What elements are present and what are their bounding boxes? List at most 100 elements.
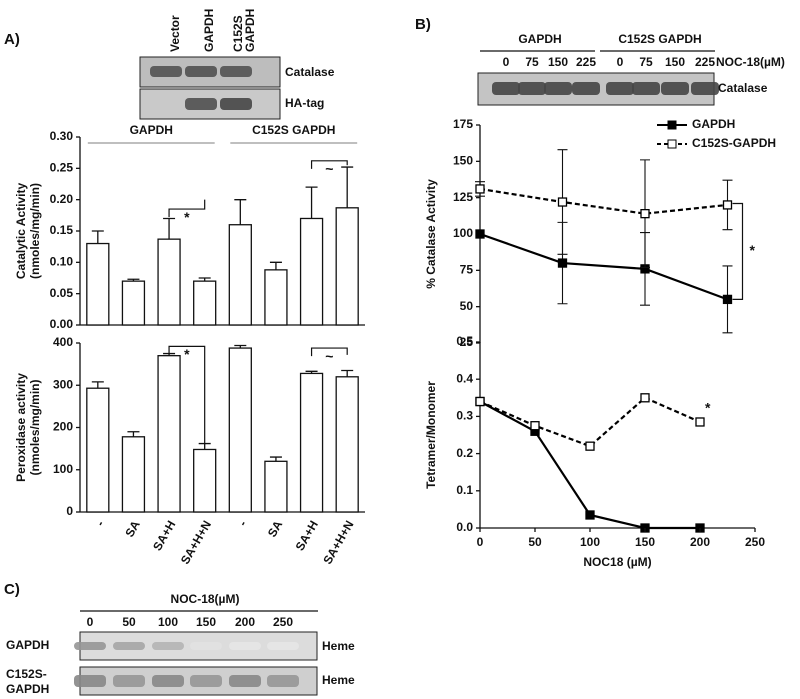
x-tick-label: 200 [690,535,710,549]
marker [695,417,705,427]
x-tick-label: - [93,518,107,528]
bar [157,355,181,513]
row-label: GAPDH [6,638,49,652]
lane-label: 250 [273,615,293,629]
x-tick-label: 50 [528,535,542,549]
bar [264,269,288,326]
x-tick-label: SA+H [293,518,321,553]
bar [228,347,252,513]
x-tick-label: 250 [745,535,765,549]
y-tick-label: 0 [66,504,73,518]
lane-label: GAPDH [202,9,216,52]
series-line [479,396,701,448]
blot-band [632,82,660,95]
blot-band [661,82,689,95]
y-tick-label: 0.10 [50,255,74,269]
bar [335,207,359,326]
blot-band [185,98,217,110]
y-tick-label: 100 [453,226,473,240]
bar [193,280,217,326]
lane-label: 225 [695,55,715,69]
marker [557,258,568,268]
blot-band [113,675,145,687]
annotation: * [184,209,190,225]
y-tick-label: 0.1 [456,483,473,497]
annotation: ~ [325,161,333,177]
error-bar [305,370,318,374]
x-tick-label: SA [122,518,143,540]
annotation: ~ [325,348,333,364]
blot-band [220,98,252,110]
y-tick-label: 0.0 [456,520,473,534]
group-label: C152S GAPDH [618,32,701,46]
y-axis-label: Catalytic Activity [14,183,28,280]
error-bar [198,442,211,450]
x-tick-label: 150 [635,535,655,549]
x-tick-label: 0 [477,535,484,549]
y-tick-label: 0.25 [50,161,74,175]
error-bar [341,166,354,208]
y-tick-label: 50 [460,299,474,313]
y-tick-label: 0.20 [50,192,74,206]
error-bar [305,186,318,219]
legend-marker [667,120,677,130]
y-tick-label: 200 [53,420,73,434]
blot-band [492,82,520,95]
blot-band [606,82,634,95]
lane-label: Vector [168,15,182,52]
y-tick-label: 300 [53,377,73,391]
blot-band [691,82,719,95]
y-tick-label: 0.30 [50,129,74,143]
error-bar [269,456,282,462]
group-label: C152S GAPDH [252,123,335,137]
annotation: * [184,346,190,362]
marker [722,294,733,305]
bar [121,436,146,513]
x-tick-label: SA [265,518,286,540]
lane-label: C152S [231,15,245,52]
blot-band [229,675,261,687]
marker [530,421,540,431]
blot-band [518,82,546,95]
annotation: * [750,242,756,258]
row-label: HA-tag [285,96,324,110]
y-tick-label: 100 [53,462,73,476]
blot-band [190,675,222,687]
y-tick-label: 75 [460,263,474,277]
bar [121,280,146,326]
y-tick-label: 0.2 [456,446,473,460]
y-tick-label: 175 [453,117,473,131]
y-tick-label: 150 [453,154,473,168]
bar [228,224,252,326]
marker [585,441,595,451]
blot-band [267,675,299,687]
lane-label: 150 [665,55,685,69]
legend-marker [667,139,677,149]
y-tick-label: 0.15 [50,223,74,237]
blot-band [185,66,217,77]
row-label: Catalase [285,65,335,79]
error-bar [198,277,211,282]
row-mark: Heme [322,673,355,687]
treatment-label: NOC-18(µM) [716,55,785,69]
y-axis-label: (nmoles/mg/min) [28,183,42,279]
x-tick-label: SA+H [150,518,178,553]
row-label: GAPDH [6,682,49,696]
x-tick-label: SA+H+N [178,518,214,567]
blot-band [152,642,184,650]
y-axis-label: Tetramer/Monomer [424,381,438,489]
blot-band [190,642,222,650]
x-tick-label: - [236,518,250,528]
error-bar [127,278,140,282]
marker [640,393,650,403]
bar [157,238,181,326]
x-tick-label: SA+H+N [320,518,356,567]
blot-band [74,675,106,687]
panel-label: B) [415,16,431,33]
blot-band [229,642,261,650]
bracket [168,345,206,445]
lane-label: 0 [87,615,94,629]
group-label: GAPDH [130,123,173,137]
bar [335,376,359,513]
